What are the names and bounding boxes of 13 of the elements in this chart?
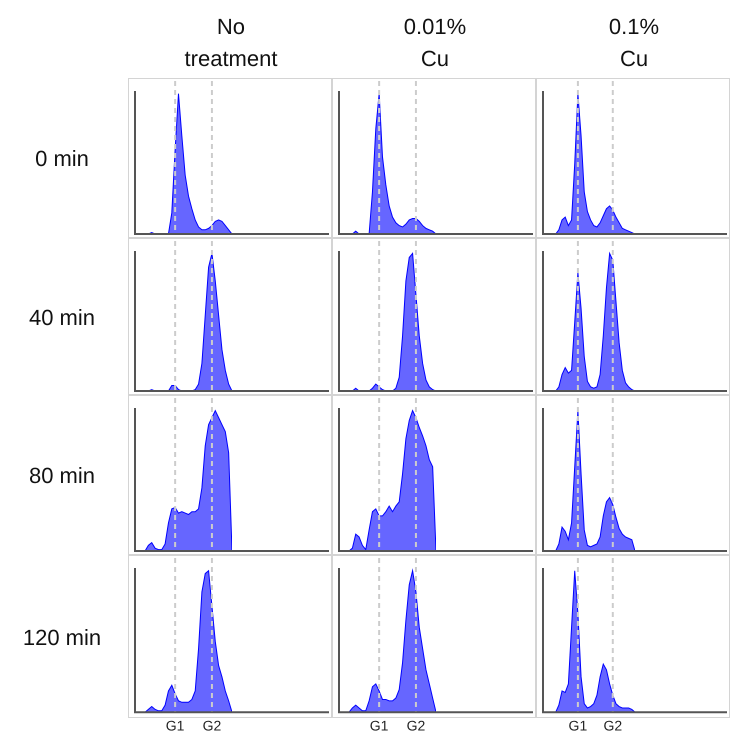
x-tick-label: G2 [603,717,622,734]
chart-title: 0.1% Cu [608,13,660,73]
x-tick-label: G1 [568,717,588,734]
y-axis-title: 0 min [34,145,90,173]
y-axis-title: 80 min [28,462,96,490]
chart-title: 0.01% Cu [404,13,466,73]
chart-title: No treatment [184,13,278,73]
y-axis-title: 40 min [28,304,96,332]
y-axis-title: 120 min [22,624,102,652]
x-tick-label: G2 [406,717,426,734]
x-tick-label: G1 [370,717,389,734]
x-tick-label: G1 [166,717,185,734]
x-tick-label: G2 [202,717,222,734]
